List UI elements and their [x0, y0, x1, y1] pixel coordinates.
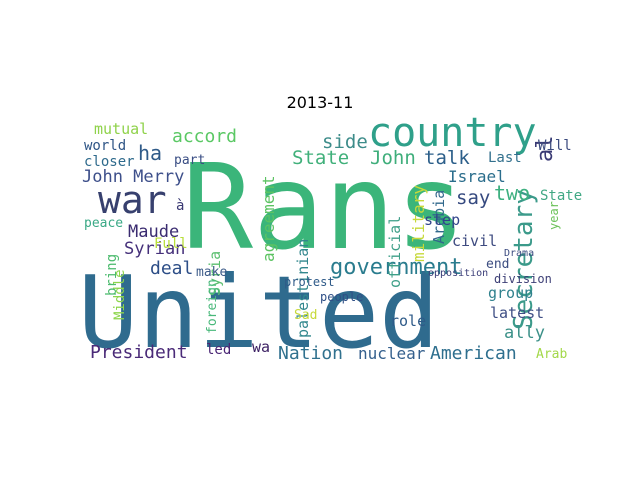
word: civil: [452, 232, 497, 250]
word: world: [84, 138, 126, 154]
word: Full: [154, 236, 188, 252]
word: closer: [84, 154, 135, 170]
word: Drama: [504, 248, 534, 259]
word: palestinian: [294, 239, 312, 338]
word: led: [206, 342, 231, 358]
word: peace: [84, 216, 123, 231]
word: Nation: [278, 343, 343, 364]
word: talk: [424, 147, 470, 169]
word: nuclear: [358, 344, 426, 363]
word: ha: [138, 141, 162, 165]
word: ally: [504, 323, 545, 343]
word: United: [78, 254, 439, 371]
word: deal: [150, 258, 193, 279]
word: Rans: [182, 138, 466, 276]
word: latest: [490, 304, 544, 322]
word: Last: [488, 150, 522, 166]
word: official: [386, 216, 404, 288]
word: say: [456, 187, 490, 209]
word: division: [494, 272, 552, 286]
word: American: [430, 343, 517, 364]
word: opposition: [428, 268, 488, 279]
word: Syria: [206, 251, 224, 296]
word: State: [540, 188, 582, 204]
word: war: [98, 178, 167, 222]
word: à: [176, 198, 184, 214]
word: two: [494, 181, 530, 205]
word: step: [424, 211, 460, 229]
word: Maude: [128, 222, 179, 242]
word: country: [368, 110, 537, 156]
word: President: [90, 342, 188, 363]
word: year: [547, 201, 561, 230]
word: State: [292, 147, 349, 169]
word: people: [320, 290, 363, 304]
chart-title: 2013-11: [286, 93, 354, 112]
word: wa: [252, 338, 270, 356]
word: Arab: [536, 347, 567, 362]
word: John Merry: [82, 167, 184, 187]
word: agreement: [259, 175, 278, 262]
word: bring: [104, 254, 120, 296]
word: mutual: [94, 120, 148, 138]
word: role: [390, 312, 426, 330]
word: Syrian: [124, 239, 185, 259]
word: military: [409, 185, 428, 262]
word: Secretary: [509, 189, 539, 330]
word: group: [488, 284, 533, 302]
word: foreign: [205, 279, 220, 334]
word: Will: [538, 138, 572, 154]
word: protest: [284, 275, 335, 289]
word: Middle: [112, 269, 128, 320]
word: Israel: [448, 167, 506, 186]
word: end: [486, 257, 509, 272]
word: make: [196, 265, 227, 280]
word: Sad: [294, 308, 317, 323]
word: government: [330, 255, 462, 280]
word: al: [533, 136, 558, 163]
word: John: [370, 147, 416, 169]
word: side: [322, 131, 368, 153]
word: accord: [172, 126, 237, 147]
word: part: [174, 153, 205, 168]
word: Arabia: [430, 190, 448, 244]
